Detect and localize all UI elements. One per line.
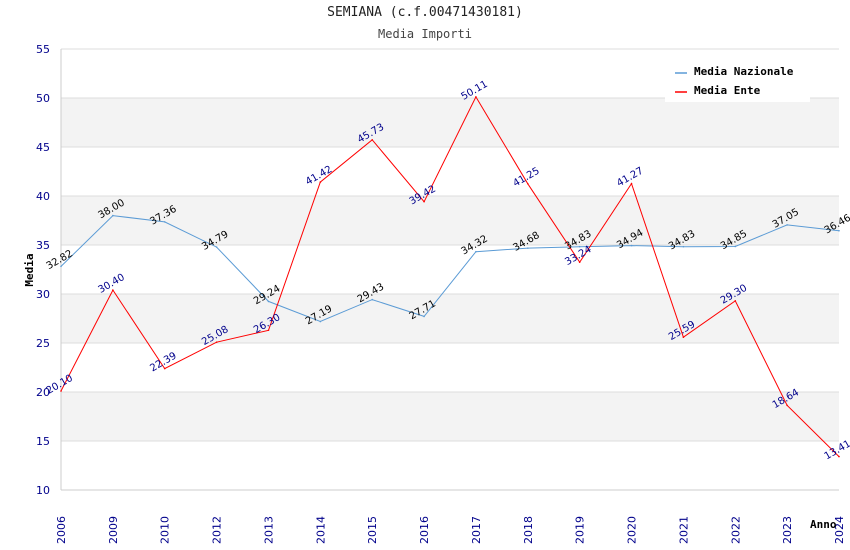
legend: Media Nazionale Media Ente bbox=[665, 58, 810, 102]
x-tick-label: 2022 bbox=[729, 516, 742, 544]
x-tick-label: 2015 bbox=[366, 516, 379, 544]
data-point-ente bbox=[630, 182, 633, 185]
data-point-ente bbox=[682, 336, 685, 339]
grid-band bbox=[61, 441, 839, 490]
x-tick-label: 2021 bbox=[677, 516, 690, 544]
legend-label-ente: Media Ente bbox=[694, 84, 761, 97]
data-point-ente bbox=[578, 261, 581, 264]
data-point-naz bbox=[838, 229, 840, 232]
x-tick-label: 2023 bbox=[781, 516, 794, 544]
legend-label-naz: Media Nazionale bbox=[694, 65, 794, 78]
y-tick-label: 35 bbox=[36, 239, 50, 252]
y-tick-label: 55 bbox=[36, 43, 50, 56]
data-point-naz bbox=[60, 265, 62, 268]
grid-band bbox=[61, 98, 839, 147]
x-tick-label: 2024 bbox=[833, 516, 846, 544]
grid-band bbox=[61, 245, 839, 294]
data-point-ente bbox=[60, 390, 62, 392]
x-tick-label: 2016 bbox=[418, 516, 431, 544]
data-point-ente bbox=[371, 139, 374, 141]
data-point-naz bbox=[630, 244, 633, 247]
y-tick-label: 45 bbox=[36, 141, 50, 154]
x-tick-labels: 2006 2009 2010 2012 2013 2014 2015 2016 2017 2018… bbox=[55, 516, 846, 544]
data-point-naz bbox=[475, 250, 477, 253]
y-axis-title: Media bbox=[23, 253, 36, 286]
axes bbox=[60, 49, 839, 491]
y-tick-label: 20 bbox=[36, 386, 50, 399]
chart-subtitle: Media Importi bbox=[378, 27, 472, 41]
y-tick-label: 25 bbox=[36, 337, 50, 350]
data-point-ente bbox=[734, 300, 737, 302]
data-point-naz bbox=[734, 245, 737, 248]
grid-band bbox=[61, 196, 839, 245]
grid-band bbox=[61, 343, 839, 392]
data-point-naz bbox=[319, 320, 322, 323]
legend-box bbox=[665, 58, 810, 102]
data-point-ente bbox=[838, 455, 840, 458]
y-tick-labels: 10 15 20 25 30 35 40 45 50 55 bbox=[36, 43, 50, 497]
data-point-naz bbox=[786, 224, 788, 226]
data-point-naz bbox=[423, 315, 425, 318]
x-tick-label: 2009 bbox=[107, 516, 120, 544]
y-tick-label: 10 bbox=[36, 484, 50, 497]
x-tick-label: 2018 bbox=[522, 516, 535, 544]
data-point-naz bbox=[682, 245, 685, 248]
data-point-naz bbox=[267, 300, 270, 303]
x-tick-label: 2012 bbox=[211, 516, 224, 544]
series-line-media-nazionale bbox=[60, 215, 840, 323]
data-point-ente bbox=[527, 182, 529, 185]
data-point-ente bbox=[475, 96, 477, 98]
chart-title: SEMIANA (c.f.00471430181) bbox=[327, 5, 523, 20]
data-point-ente bbox=[786, 404, 788, 407]
grid-band bbox=[61, 392, 839, 441]
grid-bands bbox=[61, 49, 839, 490]
data-point-naz bbox=[527, 247, 529, 249]
x-tick-label: 2019 bbox=[574, 516, 587, 544]
x-tick-label: 2017 bbox=[470, 516, 483, 544]
x-tick-label: 2006 bbox=[55, 516, 68, 544]
x-tick-label: 2013 bbox=[262, 516, 275, 544]
data-point-naz bbox=[163, 221, 166, 223]
x-axis-title: Anno bbox=[810, 518, 837, 531]
x-tick-label: 2020 bbox=[626, 516, 639, 544]
series-line-media-ente bbox=[60, 95, 840, 457]
data-point-naz bbox=[215, 246, 218, 248]
data-point-naz bbox=[112, 214, 114, 217]
y-tick-label: 40 bbox=[36, 190, 50, 203]
y-tick-label: 50 bbox=[36, 92, 50, 105]
data-point-ente bbox=[423, 200, 425, 203]
data-point-ente bbox=[215, 341, 218, 344]
data-point-naz bbox=[371, 298, 374, 301]
y-tick-label: 30 bbox=[36, 288, 50, 301]
x-tick-label: 2010 bbox=[159, 516, 172, 544]
data-point-ente bbox=[163, 367, 166, 370]
x-tick-label: 2014 bbox=[314, 516, 327, 544]
y-tick-label: 15 bbox=[36, 435, 50, 448]
series-lines bbox=[60, 95, 840, 458]
data-point-ente bbox=[267, 329, 270, 332]
data-point-ente bbox=[112, 289, 114, 291]
grid-band bbox=[61, 147, 839, 196]
data-point-naz bbox=[578, 245, 581, 248]
data-point-ente bbox=[319, 181, 322, 183]
